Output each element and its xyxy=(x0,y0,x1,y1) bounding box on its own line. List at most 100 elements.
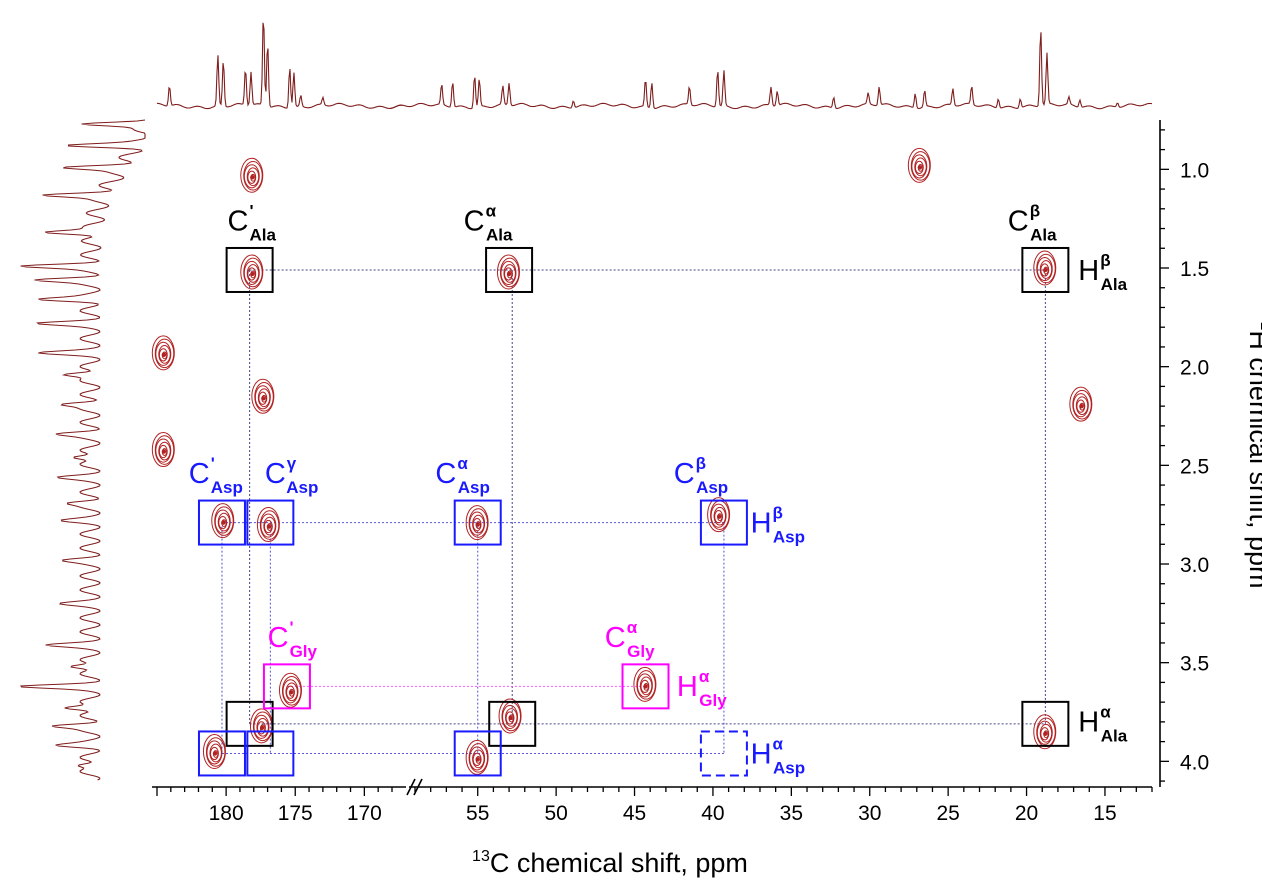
label-subscript: Ala xyxy=(250,226,277,245)
assignment-box-asp xyxy=(453,730,502,777)
assignment-box-gly xyxy=(621,663,670,710)
peak-center xyxy=(717,514,722,519)
peak xyxy=(496,254,520,290)
peak-contour xyxy=(1036,256,1053,282)
peak xyxy=(907,147,931,183)
peak-contour xyxy=(1039,723,1053,743)
peak-center xyxy=(161,449,167,454)
peak-contour xyxy=(472,752,482,767)
label-subscript: Asp xyxy=(696,478,728,497)
x-tick-label: 180 xyxy=(209,802,244,825)
x-tick-label: 45 xyxy=(623,802,646,825)
assignment-box-asp xyxy=(699,499,748,546)
peak-contour xyxy=(468,743,489,773)
x-tick-label: 15 xyxy=(1093,802,1116,825)
peak-contour xyxy=(636,673,653,698)
peak-center xyxy=(250,175,255,180)
x-axis-break-mark xyxy=(406,778,423,796)
peak xyxy=(249,708,273,744)
assignment-box-asp xyxy=(453,499,502,546)
peak-contour xyxy=(158,444,168,459)
label-superscript: β xyxy=(1030,202,1040,221)
label-subscript: Ala xyxy=(1101,275,1128,294)
peak-contour xyxy=(1069,386,1093,422)
peak-center xyxy=(506,271,512,277)
label-subscript: Gly xyxy=(627,642,655,661)
peak xyxy=(465,739,489,775)
peak-contour xyxy=(253,714,270,739)
label-superscript: α xyxy=(486,202,497,221)
assignment-box-gly xyxy=(262,663,311,710)
peak-contour xyxy=(469,511,486,536)
x-axis-title-isotope: 13 xyxy=(472,848,490,865)
y-tick-label: 3.0 xyxy=(1180,554,1209,577)
peak xyxy=(1033,250,1057,286)
y-tick-label: 2.5 xyxy=(1180,455,1209,478)
peak xyxy=(151,335,175,371)
peak-contour xyxy=(1072,389,1092,420)
peak-contour xyxy=(243,160,263,191)
peak-contour xyxy=(713,506,727,526)
peak-contour xyxy=(257,388,271,408)
x-tick-label: 50 xyxy=(544,802,567,825)
aliphatic-projection-trace xyxy=(389,32,1153,110)
peak-contour xyxy=(211,503,235,539)
peak-contour xyxy=(914,160,924,175)
peak-contour xyxy=(907,147,931,183)
y-axis-ticks: 1.0 1.5 2.0 2.5 3.0 3.5 4.0 xyxy=(1160,129,1209,782)
peak-contour xyxy=(640,679,650,694)
label-superscript: α xyxy=(773,734,784,753)
x-tick-label: 25 xyxy=(936,802,959,825)
peak-contour xyxy=(259,510,280,540)
peak-contour xyxy=(636,670,656,700)
peak xyxy=(1033,714,1057,750)
peak-contour xyxy=(260,513,277,538)
peak-center xyxy=(475,757,480,762)
assignment-box-ala xyxy=(1021,700,1070,747)
correlation-peaks xyxy=(151,147,1093,775)
peak-contour xyxy=(498,698,522,734)
label-superscript: β xyxy=(696,454,706,473)
peak-contour xyxy=(1036,720,1053,745)
peak-contour xyxy=(465,739,489,775)
label-subscript: Ala xyxy=(486,226,513,245)
label-atom: C xyxy=(228,206,249,238)
peak-contour xyxy=(914,157,927,177)
assignment-label-asp: C' Asp xyxy=(189,454,243,497)
peak xyxy=(251,378,275,414)
peak-contour xyxy=(247,170,257,184)
peak-contour xyxy=(639,676,653,696)
peak-contour xyxy=(472,749,485,769)
peak-contour xyxy=(505,708,518,727)
peak-contour xyxy=(254,385,271,410)
peak-contour xyxy=(240,254,264,290)
label-superscript: β xyxy=(773,503,783,522)
label-atom: H xyxy=(751,507,772,539)
peak-center xyxy=(475,522,480,527)
peak-contour xyxy=(505,711,515,725)
y-tick-label: 1.5 xyxy=(1180,258,1209,281)
peak-center xyxy=(1043,731,1048,736)
peak xyxy=(278,672,302,708)
assignment-label-asp: Hβ Asp xyxy=(751,503,805,546)
peak xyxy=(256,507,280,543)
peak-contour xyxy=(154,338,175,369)
carbon-13-projection xyxy=(156,22,1153,110)
peak-contour xyxy=(285,682,298,702)
assignment-box-asp xyxy=(197,499,246,546)
peak-contour xyxy=(209,746,219,761)
assignment-box-ala xyxy=(1021,246,1070,293)
peak-center xyxy=(643,684,648,689)
assignment-box-asp xyxy=(246,730,295,777)
peak-center xyxy=(259,725,265,731)
peak-contour xyxy=(256,717,269,737)
peak-contour xyxy=(246,264,260,283)
assignment-box-asp xyxy=(699,730,748,777)
peak-contour xyxy=(205,737,226,767)
peak-contour xyxy=(710,503,727,528)
peak-contour xyxy=(468,508,489,538)
label-subscript: Asp xyxy=(773,758,805,777)
peak xyxy=(707,497,731,533)
label-atom: C xyxy=(265,458,286,490)
